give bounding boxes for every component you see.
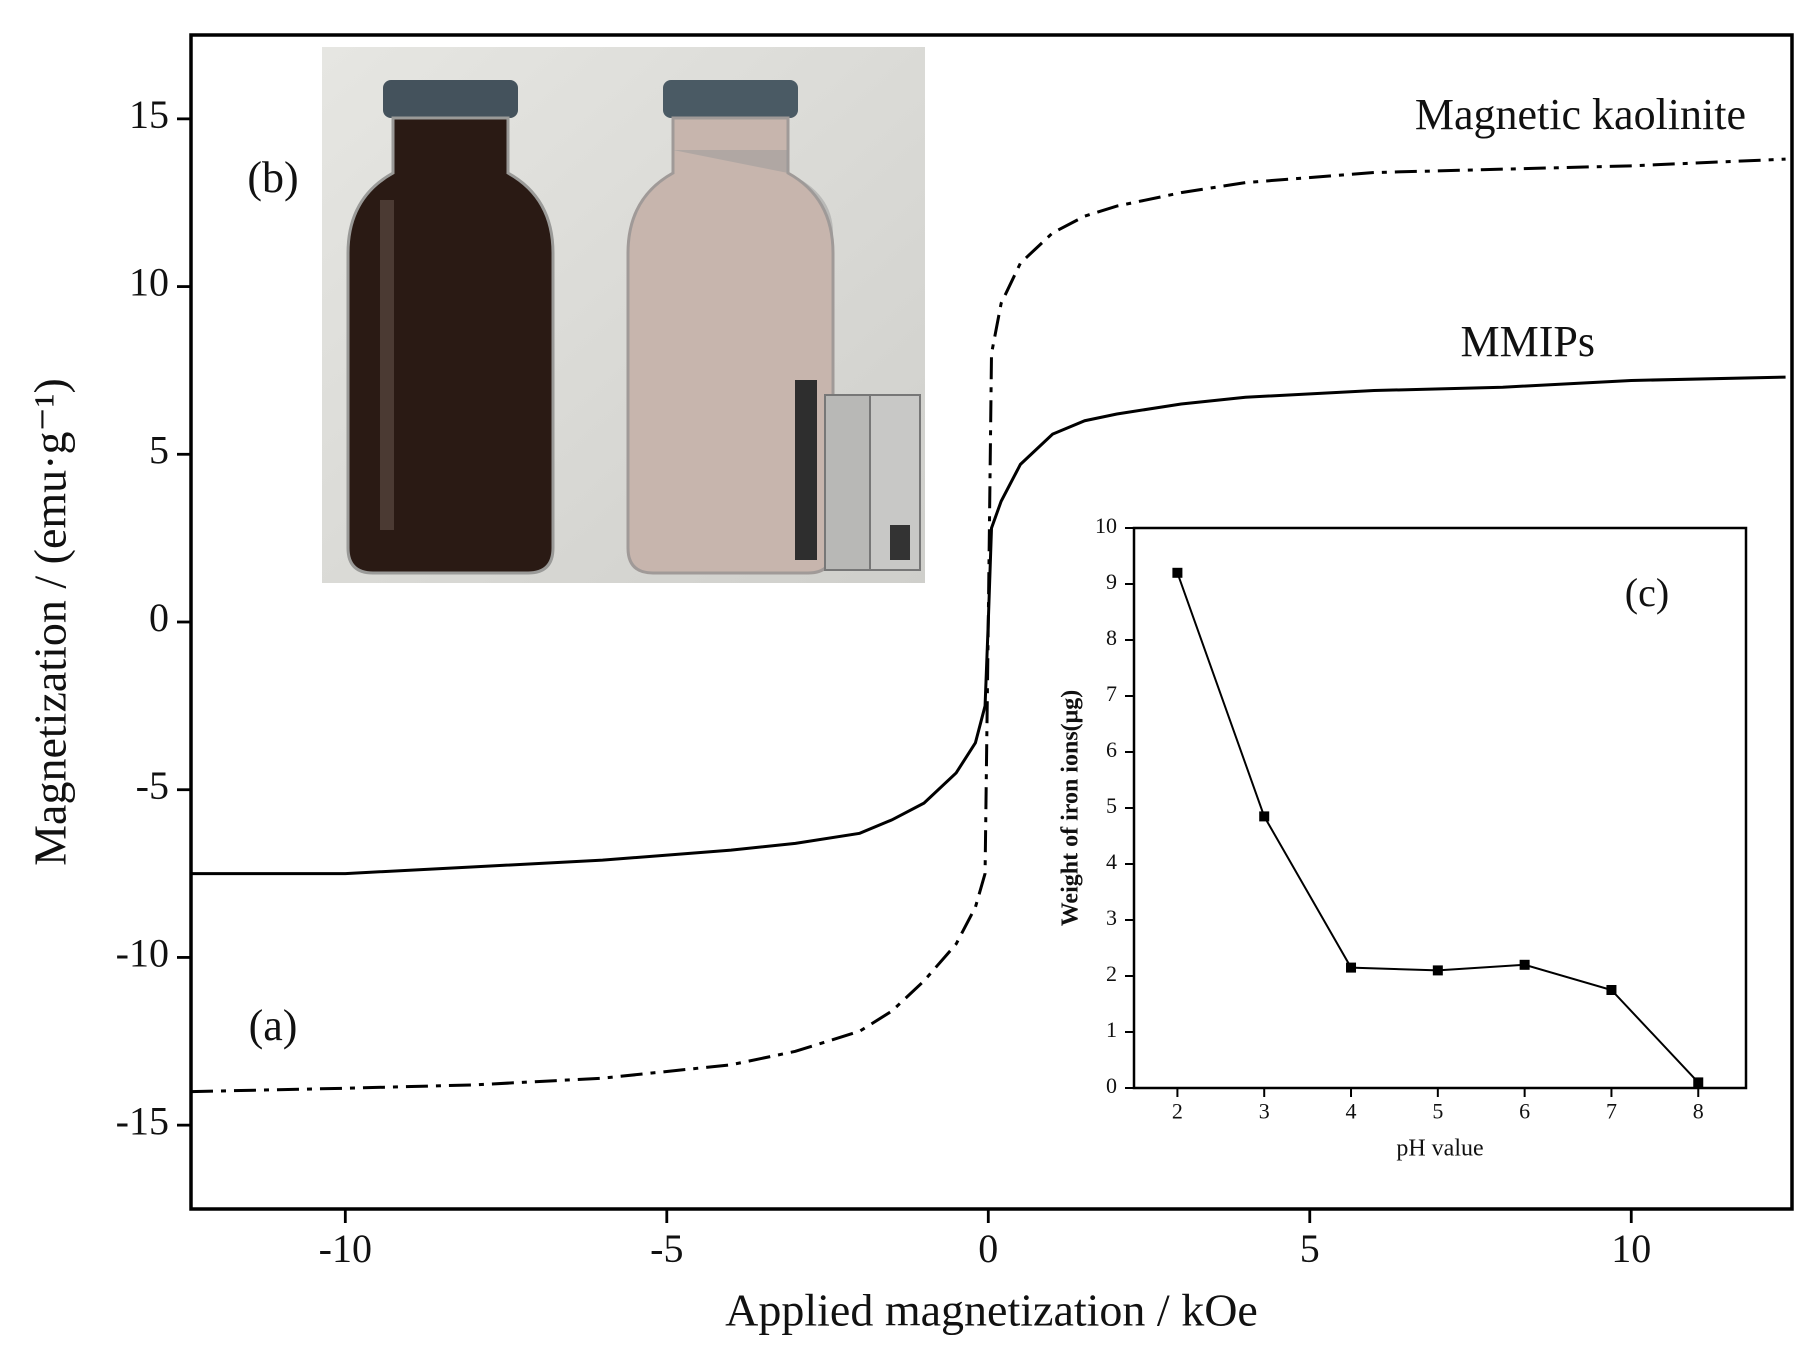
y-tick-label: 3 — [1106, 905, 1117, 930]
y-tick-label: 0 — [1106, 1073, 1117, 1098]
marker — [1259, 811, 1270, 822]
marker — [1432, 965, 1443, 976]
y-tick-label: 8 — [1106, 625, 1117, 650]
series-label: MMIPs — [1461, 317, 1596, 366]
y-tick-label: 7 — [1106, 681, 1117, 706]
x-tick-label: 3 — [1259, 1099, 1270, 1124]
inset-background — [1134, 528, 1746, 1088]
x-tick-label: 10 — [1611, 1226, 1651, 1271]
annotation: (c) — [1625, 570, 1669, 615]
x-tick-label: 5 — [1432, 1099, 1443, 1124]
y-tick-label: 6 — [1106, 737, 1117, 762]
annotation: (b) — [247, 153, 298, 202]
y-tick-label: 4 — [1106, 849, 1117, 874]
y-tick-label: -15 — [116, 1098, 169, 1143]
x-tick-label: 2 — [1172, 1099, 1183, 1124]
y-tick-label: -5 — [136, 763, 169, 808]
y-axis-label: Magnetization / (emu·g⁻¹) — [25, 378, 76, 866]
photo — [322, 47, 925, 583]
marker — [1519, 959, 1530, 970]
x-tick-label: 6 — [1519, 1099, 1530, 1124]
series-line — [190, 157, 1786, 1094]
y-tick-label: 15 — [129, 92, 169, 137]
series-label: Magnetic kaolinite — [1415, 90, 1746, 139]
marker — [1606, 985, 1617, 995]
y-tick-label: 1 — [1106, 1017, 1117, 1042]
x-axis-label: pH value — [1396, 1136, 1483, 1162]
y-tick-label: 5 — [149, 427, 169, 472]
x-tick-label: 4 — [1346, 1099, 1357, 1124]
marker — [1172, 567, 1183, 578]
x-tick-label: 0 — [978, 1226, 998, 1271]
y-tick-label: 9 — [1106, 569, 1117, 594]
x-tick-label: 5 — [1300, 1226, 1320, 1271]
y-tick-label: 2 — [1106, 961, 1117, 986]
marker — [1346, 962, 1357, 973]
y-tick-label: 0 — [149, 595, 169, 640]
y-axis-label: Weight of iron ions(μg) — [1058, 690, 1084, 927]
y-tick-label: -10 — [116, 931, 169, 976]
annotation: (a) — [249, 1001, 298, 1050]
x-tick-label: 8 — [1693, 1099, 1704, 1124]
x-axis-label: Applied magnetization / kOe — [725, 1285, 1258, 1336]
y-tick-label: 10 — [1095, 513, 1117, 538]
x-tick-label: 7 — [1606, 1099, 1617, 1124]
y-tick-label: 10 — [129, 260, 169, 305]
x-tick-label: -10 — [319, 1226, 372, 1271]
x-tick-label: -5 — [650, 1226, 683, 1271]
y-tick-label: 5 — [1106, 793, 1117, 818]
marker — [1693, 1077, 1704, 1088]
